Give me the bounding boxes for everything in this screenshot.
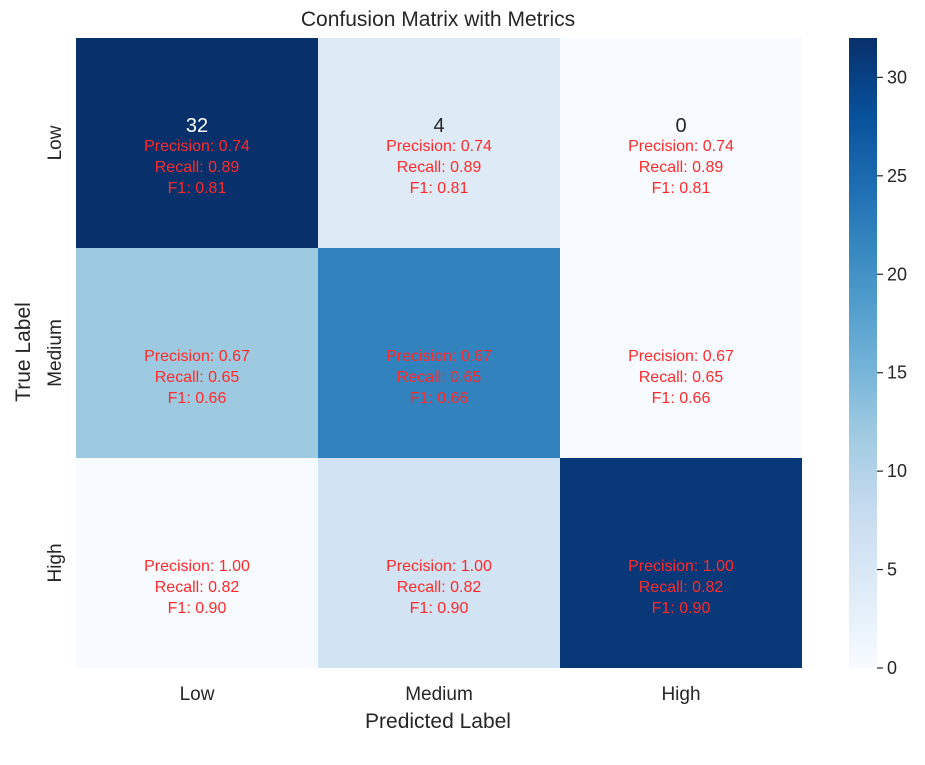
precision-label: Precision: 0.67	[628, 348, 734, 365]
f1-label: F1: 0.90	[410, 600, 469, 617]
precision-label: Precision: 1.00	[386, 558, 492, 575]
f1-label: F1: 0.90	[168, 600, 227, 617]
y-tick-label: Medium	[45, 319, 66, 387]
f1-label: F1: 0.66	[410, 390, 469, 407]
f1-label: F1: 0.81	[410, 180, 469, 197]
colorbar-tick-label: 20	[887, 264, 907, 284]
heatmap-cell	[560, 38, 802, 248]
colorbar	[849, 38, 877, 668]
precision-label: Precision: 0.67	[386, 348, 492, 365]
heatmap-cell	[76, 458, 318, 668]
recall-label: Recall: 0.65	[397, 369, 482, 386]
x-tick-labels: Low Medium High	[180, 684, 701, 705]
recall-label: Recall: 0.82	[155, 579, 240, 596]
x-tick-label: High	[661, 684, 700, 705]
f1-label: F1: 0.90	[652, 600, 711, 617]
cell-count-label: 32	[186, 115, 208, 137]
colorbar-tick-label: 5	[887, 560, 897, 580]
colorbar-tick-label: 25	[887, 166, 907, 186]
colorbar-ticks: 0 5 10 15 20 25 30	[877, 67, 907, 678]
recall-label: Recall: 0.82	[397, 579, 482, 596]
heatmap-cell	[560, 458, 802, 668]
x-tick-label: Medium	[405, 684, 473, 705]
precision-label: Precision: 0.67	[144, 348, 250, 365]
colorbar-tick-label: 30	[887, 67, 907, 87]
y-tick-label: High	[45, 543, 66, 582]
x-tick-label: Low	[180, 684, 215, 705]
precision-label: Precision: 0.74	[144, 138, 250, 155]
cell-count-label: 4	[433, 115, 444, 137]
recall-label: Recall: 0.82	[639, 579, 724, 596]
y-tick-labels: Low Medium High	[45, 125, 66, 582]
heatmap-cell	[560, 248, 802, 458]
recall-label: Recall: 0.89	[639, 159, 724, 176]
f1-label: F1: 0.81	[168, 180, 227, 197]
heatmap-cell	[318, 248, 560, 458]
precision-label: Precision: 0.74	[628, 138, 734, 155]
colorbar-tick-label: 15	[887, 363, 907, 383]
recall-label: Recall: 0.89	[397, 159, 482, 176]
precision-label: Precision: 0.74	[386, 138, 492, 155]
heatmap-cells	[76, 38, 802, 668]
precision-label: Precision: 1.00	[628, 558, 734, 575]
cell-count-label: 0	[675, 115, 686, 137]
colorbar-tick-label: 0	[887, 658, 897, 678]
recall-label: Recall: 0.65	[155, 369, 240, 386]
chart-title: Confusion Matrix with Metrics	[301, 8, 575, 31]
y-tick-label: Low	[45, 125, 66, 160]
recall-label: Recall: 0.65	[639, 369, 724, 386]
f1-label: F1: 0.66	[652, 390, 711, 407]
recall-label: Recall: 0.89	[155, 159, 240, 176]
f1-label: F1: 0.81	[652, 180, 711, 197]
x-axis-label: Predicted Label	[365, 710, 511, 733]
precision-label: Precision: 1.00	[144, 558, 250, 575]
heatmap-cell	[318, 458, 560, 668]
heatmap-cell	[76, 248, 318, 458]
f1-label: F1: 0.66	[168, 390, 227, 407]
heatmap-cell	[76, 38, 318, 248]
heatmap-cell	[318, 38, 560, 248]
colorbar-tick-label: 10	[887, 461, 907, 481]
y-axis-label: True Label	[12, 302, 35, 402]
